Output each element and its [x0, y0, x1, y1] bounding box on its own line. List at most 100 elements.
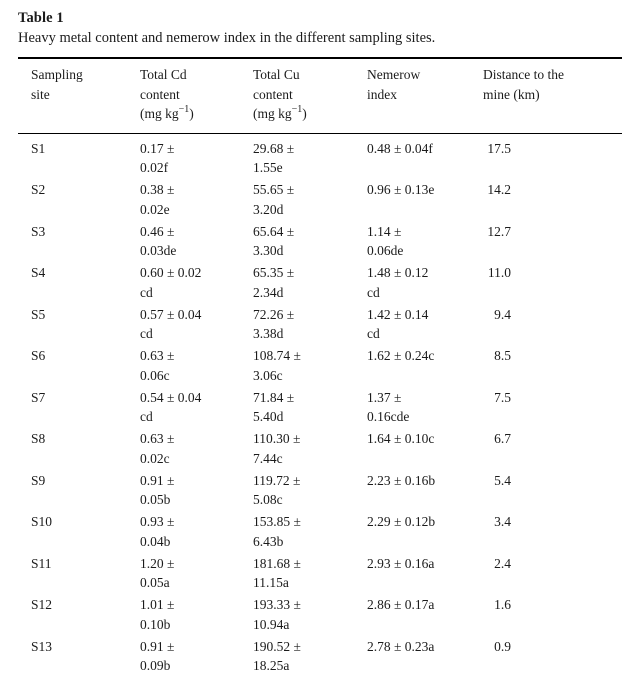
nemerow-index-cell: 2.29 ± 0.12b — [367, 514, 436, 529]
distance-value: 9.4 — [494, 306, 511, 322]
header-line: Distance to the — [483, 67, 564, 82]
col-header-distance: Distance to the mine (km) — [483, 58, 622, 134]
distance-cell: 17.5 — [483, 133, 622, 180]
col-header-nemerow-index: Nemerow index — [367, 58, 483, 134]
header-line: site — [31, 86, 50, 102]
site-cell: S10 — [31, 514, 53, 529]
distance-cell: 7.5 — [483, 388, 622, 430]
distance-value: 8.5 — [494, 348, 511, 363]
distance-cell: 5.4 — [483, 471, 622, 513]
distance-cell: 0.9 — [483, 637, 622, 680]
nemerow-index-cell: 2.93 ± 0.16a — [367, 555, 435, 571]
header-line: Total Cu — [253, 67, 300, 82]
header-unit: (mg kg−1) — [140, 103, 194, 121]
distance-value: 3.4 — [494, 514, 511, 529]
distance-cell: 3.4 — [483, 512, 622, 554]
header-unit: (mg kg−1) — [253, 103, 307, 121]
header-line: Total Cd — [140, 67, 187, 82]
distance-value: 12.7 — [487, 223, 511, 239]
nemerow-index-cell: 2.86 ± 0.17a — [367, 597, 435, 612]
unit-exponent: −1 — [178, 103, 190, 115]
cu-content-cell: 71.84 ± 5.40d — [253, 389, 295, 425]
header-line: content — [140, 86, 180, 102]
nemerow-index-cell: 1.48 ± 0.12 cd — [367, 265, 429, 300]
cd-content-cell: 0.46 ± 0.03de — [140, 223, 177, 259]
table-row: S13 0.91 ± 0.09b 190.52 ± 18.25a 2.78 ± … — [18, 637, 622, 680]
distance-value: 5.4 — [494, 472, 511, 488]
distance-cell: 9.4 — [483, 305, 622, 347]
nemerow-index-cell: 2.23 ± 0.16b — [367, 472, 436, 488]
cu-content-cell: 153.85 ± 6.43b — [253, 514, 301, 549]
nemerow-index-cell: 1.42 ± 0.14 cd — [367, 306, 429, 342]
site-cell: S9 — [31, 472, 46, 488]
table-row: S12 1.01 ± 0.10b 193.33 ± 10.94a 2.86 ± … — [18, 595, 622, 637]
site-cell: S8 — [31, 431, 46, 446]
header-line: content — [253, 86, 293, 102]
site-cell: S2 — [31, 182, 46, 197]
site-cell: S3 — [31, 223, 46, 239]
cd-content-cell: 0.63 ± 0.06c — [140, 348, 175, 383]
unit-exponent: −1 — [291, 103, 303, 115]
col-header-sampling-site: Sampling site — [18, 58, 140, 134]
distance-cell: 14.2 — [483, 180, 622, 222]
site-cell: S7 — [31, 389, 46, 405]
cu-content-cell: 55.65 ± 3.20d — [253, 182, 295, 217]
cd-content-cell: 0.38 ± 0.02e — [140, 182, 175, 217]
table-header: Sampling site Total Cd content (mg kg−1)… — [18, 58, 622, 134]
table-body: S1 0.17 ± 0.02f 29.68 ± 1.55e 0.48 ± 0.0… — [18, 133, 622, 680]
nemerow-index-cell: 0.48 ± 0.04f — [367, 140, 433, 156]
header-line: index — [367, 86, 397, 102]
distance-value: 17.5 — [487, 140, 511, 156]
table-row: S9 0.91 ± 0.05b 119.72 ± 5.08c 2.23 ± 0.… — [18, 471, 622, 513]
distance-value: 6.7 — [494, 431, 511, 446]
cd-content-cell: 0.57 ± 0.04 cd — [140, 306, 202, 342]
site-cell: S13 — [31, 638, 53, 654]
distance-cell: 12.7 — [483, 222, 622, 264]
cd-content-cell: 1.20 ± 0.05a — [140, 555, 175, 591]
cu-content-cell: 108.74 ± 3.06c — [253, 348, 301, 383]
col-header-total-cu: Total Cu content (mg kg−1) — [253, 58, 367, 134]
distance-cell: 6.7 — [483, 429, 622, 471]
nemerow-index-cell: 2.78 ± 0.23a — [367, 638, 435, 654]
site-cell: S1 — [31, 140, 46, 156]
site-cell: S12 — [31, 597, 53, 612]
table-row: S1 0.17 ± 0.02f 29.68 ± 1.55e 0.48 ± 0.0… — [18, 133, 622, 180]
nemerow-index-cell: 1.64 ± 0.10c — [367, 431, 435, 446]
table-label: Table 1 — [18, 10, 64, 26]
table-row: S6 0.63 ± 0.06c 108.74 ± 3.06c 1.62 ± 0.… — [18, 346, 622, 388]
header-line: Nemerow — [367, 67, 421, 82]
distance-value: 0.9 — [494, 638, 511, 654]
nemerow-index-cell: 1.62 ± 0.24c — [367, 348, 435, 363]
distance-value: 7.5 — [494, 389, 511, 405]
table-row: S7 0.54 ± 0.04 cd 71.84 ± 5.40d 1.37 ± 0… — [18, 388, 622, 430]
cd-content-cell: 0.60 ± 0.02 cd — [140, 265, 202, 300]
cu-content-cell: 181.68 ± 11.15a — [253, 555, 301, 591]
table-row: S3 0.46 ± 0.03de 65.64 ± 3.30d 1.14 ± 0.… — [18, 222, 622, 264]
distance-cell: 2.4 — [483, 554, 622, 596]
site-cell: S4 — [31, 265, 46, 280]
cd-content-cell: 0.91 ± 0.05b — [140, 472, 175, 508]
header-line: mine (km) — [483, 86, 540, 102]
site-cell: S11 — [31, 555, 52, 571]
table-row: S8 0.63 ± 0.02c 110.30 ± 7.44c 1.64 ± 0.… — [18, 429, 622, 471]
table-row: S11 1.20 ± 0.05a 181.68 ± 11.15a 2.93 ± … — [18, 554, 622, 596]
table-caption: Heavy metal content and nemerow index in… — [18, 30, 436, 46]
cu-content-cell: 65.35 ± 2.34d — [253, 265, 295, 300]
cu-content-cell: 110.30 ± 7.44c — [253, 431, 301, 466]
cu-content-cell: 72.26 ± 3.38d — [253, 306, 295, 342]
table-row: S2 0.38 ± 0.02e 55.65 ± 3.20d 0.96 ± 0.1… — [18, 180, 622, 222]
cu-content-cell: 65.64 ± 3.30d — [253, 223, 295, 259]
cu-content-cell: 29.68 ± 1.55e — [253, 140, 295, 176]
cd-content-cell: 0.17 ± 0.02f — [140, 140, 175, 176]
header-row: Sampling site Total Cd content (mg kg−1)… — [18, 58, 622, 134]
distance-cell: 8.5 — [483, 346, 622, 388]
cd-content-cell: 0.54 ± 0.04 cd — [140, 389, 202, 425]
header-line: Sampling — [31, 67, 83, 82]
nemerow-index-cell: 0.96 ± 0.13e — [367, 182, 435, 197]
table-row: S4 0.60 ± 0.02 cd 65.35 ± 2.34d 1.48 ± 0… — [18, 263, 622, 305]
distance-value: 1.6 — [494, 597, 511, 612]
distance-cell: 1.6 — [483, 595, 622, 637]
distance-value: 2.4 — [494, 555, 511, 571]
col-header-total-cd: Total Cd content (mg kg−1) — [140, 58, 253, 134]
